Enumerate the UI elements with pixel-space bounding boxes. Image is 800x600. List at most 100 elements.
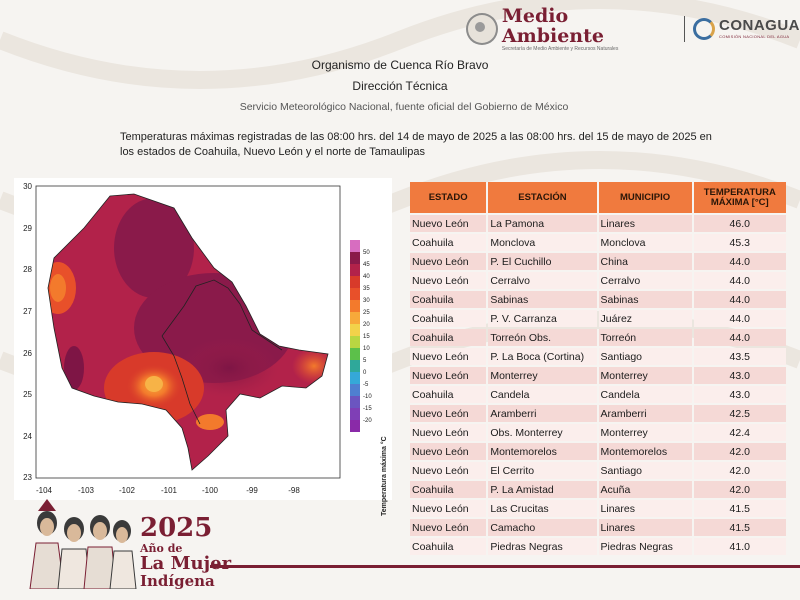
cell-temperatura: 43.0 <box>693 367 786 384</box>
cell-municipio: Acuña <box>598 481 692 498</box>
indigenous-women-illustration-icon <box>29 499 137 589</box>
medio-ambiente-subtitle: Secretaría de Medio Ambiente y Recursos … <box>501 45 619 52</box>
table-row: Coahuila Piedras Negras Piedras Negras 41.0 <box>410 538 786 555</box>
lat-tick: 30 <box>23 182 32 191</box>
smn-source: Servicio Meteorológico Nacional, fuente … <box>239 101 569 113</box>
cell-temperatura: 46.0 <box>693 215 786 232</box>
cell-temperatura: 42.0 <box>693 481 786 498</box>
table-row: Nuevo León Aramberri Aramberri 42.5 <box>410 405 786 422</box>
lon-tick: -101 <box>161 486 178 495</box>
cell-municipio: Candela <box>598 386 692 403</box>
table-row: Coahuila P. La Amistad Acuña 42.0 <box>410 481 786 498</box>
cell-estado: Nuevo León <box>410 367 487 384</box>
colorbar-swatch <box>350 408 360 420</box>
header-estado: ESTADO <box>410 182 487 213</box>
cell-estacion: Cerralvo <box>488 272 597 289</box>
colorbar-tick: -5 <box>363 382 369 388</box>
cell-municipio: Santiago <box>598 462 692 479</box>
direction-title: Dirección Técnica <box>352 79 448 93</box>
cell-estacion: Torreón Obs. <box>488 329 597 346</box>
cell-estado: Coahuila <box>410 291 487 308</box>
cell-estacion: P. V. Carranza <box>488 310 597 327</box>
colorbar-swatch <box>350 324 360 336</box>
colorbar-tick: -10 <box>363 394 372 400</box>
year-line1: Año de <box>140 542 183 555</box>
cell-municipio: Aramberri <box>598 405 692 422</box>
lon-tick: -100 <box>202 486 219 495</box>
medio-ambiente-logo: Medio Ambiente Secretaría de Medio Ambie… <box>502 6 676 53</box>
cell-temperatura: 41.5 <box>693 519 786 536</box>
report-description: Temperaturas máximas registradas de las … <box>120 131 712 158</box>
cell-estado: Nuevo León <box>410 424 487 441</box>
cell-municipio: Monterrey <box>598 367 692 384</box>
cell-temperatura: 43.5 <box>693 348 786 365</box>
cell-municipio: Linares <box>598 519 692 536</box>
cell-estacion: Monterrey <box>488 367 597 384</box>
cell-estacion: P. El Cuchillo <box>488 253 597 270</box>
cell-estado: Coahuila <box>410 538 487 555</box>
cell-temperatura: 41.0 <box>693 538 786 555</box>
cell-temperatura: 41.5 <box>693 500 786 517</box>
colorbar-swatch <box>350 396 360 408</box>
year-number: 2025 <box>140 513 213 543</box>
colorbar-swatch <box>350 252 360 264</box>
max-temperature-table: ESTADO ESTACIÓN MUNICIPIO TEMPERATURA MÁ… <box>410 180 788 557</box>
temperature-map: 30 29 28 27 26 25 24 23 -104 -103 -102 -… <box>14 178 392 516</box>
lon-tick: -104 <box>36 486 53 495</box>
colorbar-swatch <box>350 312 360 324</box>
lon-tick: -102 <box>119 486 136 495</box>
table-header-row: ESTADO ESTACIÓN MUNICIPIO TEMPERATURA MÁ… <box>410 182 786 213</box>
cell-municipio: Monclova <box>598 234 692 251</box>
colorbar-swatch <box>350 276 360 288</box>
cell-estacion: Montemorelos <box>488 443 597 460</box>
cell-temperatura: 42.0 <box>693 443 786 460</box>
colorbar-swatch <box>350 336 360 348</box>
footer-divider <box>210 565 800 568</box>
colorbar-swatch <box>350 240 360 252</box>
table-row: Nuevo León P. La Boca (Cortina) Santiago 43… <box>410 348 786 365</box>
cell-municipio: Piedras Negras <box>598 538 692 555</box>
header-temperatura: TEMPERATURA MÁXIMA [°C] <box>693 182 786 213</box>
table-row: Nuevo León La Pamona Linares 46.0 <box>410 215 786 232</box>
cell-municipio: Juárez <box>598 310 692 327</box>
colorbar-tick: 35 <box>363 286 370 292</box>
cell-municipio: Cerralvo <box>598 272 692 289</box>
colorbar-tick: 40 <box>363 274 370 280</box>
lat-tick: 26 <box>23 349 32 358</box>
colorbar-tick: 15 <box>363 334 370 340</box>
cell-estacion: P. La Amistad <box>488 481 597 498</box>
cell-estacion: Camacho <box>488 519 597 536</box>
table-row: Coahuila Sabinas Sabinas 44.0 <box>410 291 786 308</box>
colorbar-tick: -15 <box>363 406 372 412</box>
cell-temperatura: 45.3 <box>693 234 786 251</box>
cell-estado: Nuevo León <box>410 215 487 232</box>
cell-temperatura: 44.0 <box>693 291 786 308</box>
header-estacion: ESTACIÓN <box>488 182 597 213</box>
colorbar-tick: 45 <box>363 262 370 268</box>
table-row: Nuevo León Montemorelos Montemorelos 42.0 <box>410 443 786 460</box>
colorbar-swatch <box>350 420 360 432</box>
colorbar-swatch <box>350 384 360 396</box>
lat-tick: 27 <box>23 307 32 316</box>
cell-estado: Nuevo León <box>410 443 487 460</box>
colorbar-swatch <box>350 264 360 276</box>
lon-tick: -99 <box>246 486 258 495</box>
table-row: Nuevo León Las Crucitas Linares 41.5 <box>410 500 786 517</box>
cell-temperatura: 44.0 <box>693 272 786 289</box>
cell-municipio: China <box>598 253 692 270</box>
header-municipio: MUNICIPIO <box>598 182 692 213</box>
cell-estacion: Sabinas <box>488 291 597 308</box>
colorbar-swatch <box>350 300 360 312</box>
table-row: Coahuila P. V. Carranza Juárez 44.0 <box>410 310 786 327</box>
cell-estado: Coahuila <box>410 481 487 498</box>
logo-divider <box>684 16 686 42</box>
cell-municipio: Montemorelos <box>598 443 692 460</box>
government-seal-icon <box>466 13 498 45</box>
table-row: Nuevo León Cerralvo Cerralvo 44.0 <box>410 272 786 289</box>
cell-estacion: Aramberri <box>488 405 597 422</box>
cell-temperatura: 42.0 <box>693 462 786 479</box>
colorbar-tick: 50 <box>363 250 370 256</box>
cell-municipio: Linares <box>598 215 692 232</box>
cell-estacion: El Cerrito <box>488 462 597 479</box>
lon-tick: -103 <box>78 486 95 495</box>
